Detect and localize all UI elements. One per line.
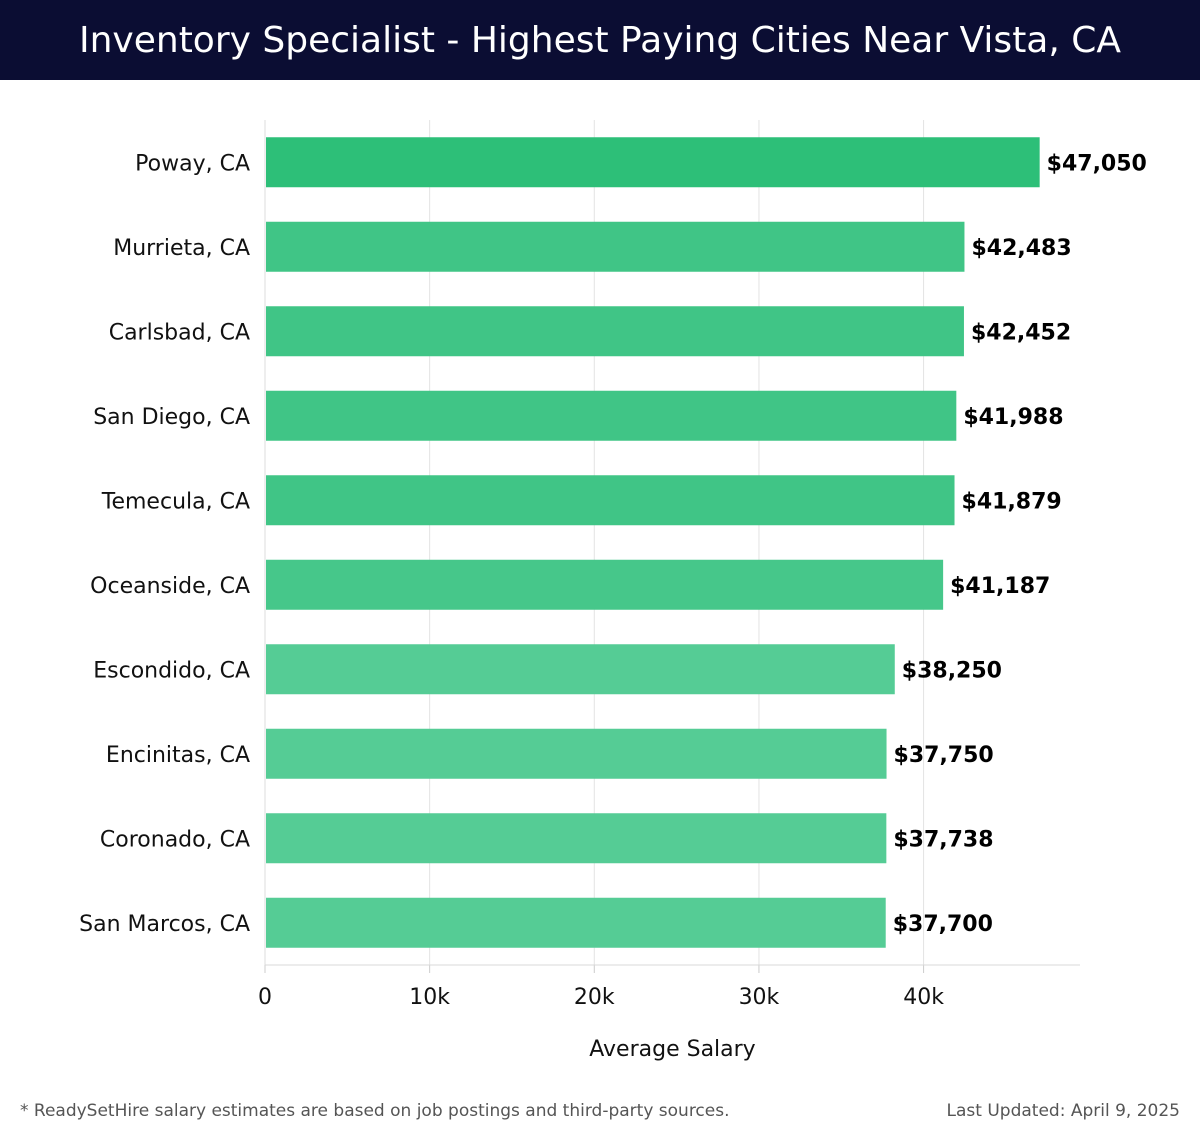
category-label: San Marcos, CA [79,912,250,937]
bar[interactable] [266,644,895,695]
salary-bar-chart: 0 10k 20k 30k 40k Poway, CA $47,050 Murrieta, C… [79,120,1147,1062]
category-label: Poway, CA [135,151,250,176]
x-tick-label: 20k [574,985,615,1010]
category-label: Carlsbad, CA [109,320,250,345]
data-label: $41,187 [950,574,1050,599]
category-label: Encinitas, CA [106,743,250,768]
category-label: San Diego, CA [93,405,250,430]
x-axis-title: Average Salary [589,1037,755,1062]
data-label: $37,738 [893,827,993,852]
last-updated: Last Updated: April 9, 2025 [946,1101,1180,1121]
footer-note: * ReadySetHire salary estimates are base… [20,1101,730,1121]
x-tick-label: 10k [409,985,450,1010]
data-label: $41,879 [962,489,1062,514]
bar[interactable] [266,137,1040,188]
x-tick-label: 0 [258,985,272,1010]
bar[interactable] [266,475,955,526]
category-label: Temecula, CA [101,489,250,514]
bar[interactable] [266,306,964,357]
page-title: Inventory Specialist - Highest Paying Ci… [78,19,1122,61]
category-label: Murrieta, CA [113,236,250,261]
bar[interactable] [266,559,944,610]
data-label: $42,483 [971,236,1071,261]
category-label: Oceanside, CA [90,574,250,599]
data-label: $41,988 [963,405,1063,430]
category-label: Coronado, CA [100,827,250,852]
data-label: $47,050 [1047,151,1147,176]
x-tick-label: 40k [903,985,944,1010]
category-label: Escondido, CA [93,658,250,683]
bar[interactable] [266,221,965,272]
bar[interactable] [266,390,957,441]
bar[interactable] [266,728,887,779]
data-label: $42,452 [971,320,1071,345]
x-tick-label: 30k [739,985,780,1010]
data-label: $37,750 [894,743,994,768]
header-bar: Inventory Specialist - Highest Paying Ci… [0,0,1200,80]
data-label: $38,250 [902,658,1002,683]
data-label: $37,700 [893,912,993,937]
bar[interactable] [266,897,886,948]
bar[interactable] [266,813,887,864]
